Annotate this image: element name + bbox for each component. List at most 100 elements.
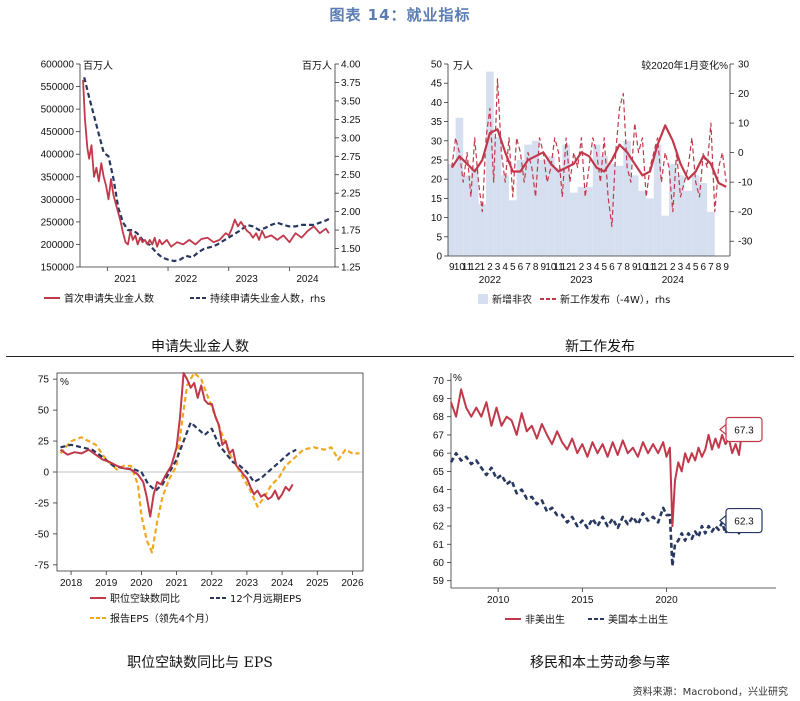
legend-label-reported-eps: 报告EPS（领先4个月）: [110, 612, 215, 625]
y-tick-label: 70: [433, 376, 445, 387]
series-forward-eps: [60, 421, 297, 492]
series-job-postings: [451, 78, 727, 228]
series-native-born: [449, 451, 744, 568]
legend-label-foreign-born: 非美出生: [525, 613, 565, 626]
caption-job-postings: 新工作发布: [565, 339, 635, 355]
bar-new-payrolls: [562, 144, 570, 256]
legend-label-native-born: 美国本土出生: [608, 613, 668, 626]
y-tick-label: 300000: [41, 195, 75, 206]
series-payrolls-smoothed: [450, 124, 727, 188]
y2-tick-label: 1.25: [341, 263, 361, 274]
bar-new-payrolls: [630, 175, 639, 256]
caption-participation-rate: 移民和本土劳动参与率: [530, 655, 670, 671]
bar-new-payrolls: [661, 215, 670, 256]
y-tick-label: 45: [431, 79, 443, 90]
x-tick-label: 7: [525, 262, 531, 273]
bar-new-payrolls: [691, 175, 700, 256]
bar-new-payrolls: [646, 198, 654, 256]
y2-tick-label: 3.25: [341, 115, 361, 126]
x-tick-label: 1: [480, 262, 486, 273]
bar-new-payrolls: [470, 167, 479, 256]
bar-new-payrolls: [608, 163, 616, 256]
y2-tick-label: 2.00: [341, 207, 361, 218]
x-tick-label: 2022: [201, 578, 224, 589]
y-tick-label: 35: [431, 117, 443, 128]
series-reported-eps: [59, 371, 360, 554]
left-unit-label: %: [60, 377, 69, 388]
legend-label-new-payrolls: 新增非农: [492, 293, 532, 306]
bar-new-payrolls: [676, 175, 685, 256]
y-tick-label: 68: [433, 412, 445, 423]
x-tick-label: 9: [449, 262, 455, 273]
bar-new-payrolls: [524, 144, 532, 256]
x-tick-label: 9: [632, 262, 638, 273]
x-tick-label: 2026: [341, 578, 364, 589]
y2-tick-label: 30: [738, 60, 750, 71]
callout-box: [725, 416, 763, 443]
y-tick-label: 150000: [41, 263, 75, 274]
bar-new-payrolls: [539, 160, 548, 256]
bar-new-payrolls: [623, 140, 631, 256]
bar-new-payrolls: [478, 204, 487, 256]
x-tick-label: 6: [701, 262, 707, 273]
y2-tick-label: 3.00: [341, 133, 361, 144]
y2-tick-label: 3.50: [341, 96, 361, 107]
x-tick-label: 2022: [175, 274, 198, 285]
y-tick-label: 59: [433, 576, 445, 587]
y-tick-label: 75: [38, 375, 50, 386]
callout-box: [725, 507, 763, 534]
bar-new-payrolls: [516, 160, 525, 256]
x-tick-label: 2021: [114, 274, 137, 285]
legend-label-initial-claims: 首次申请失业金人数: [64, 292, 154, 305]
y-tick-label: 63: [433, 503, 445, 514]
callout-value: 62.3: [734, 517, 754, 528]
caption-job-openings-eps: 职位空缺数同比与 EPS: [127, 655, 273, 671]
chart-participation-rate: 59 60 61 62 63 64 65 66 67 68 69 70 2010 2015 2020% 67.…: [433, 373, 776, 626]
x-tick-label: 8: [716, 262, 722, 273]
y-tick-label: 10: [431, 213, 443, 224]
x-tick-label: 4: [594, 262, 600, 273]
legend-swatch-new-payrolls: [478, 294, 488, 304]
x-tick-label: 1: [662, 262, 668, 273]
y-tick-label: 66: [433, 449, 445, 460]
bar-new-payrolls: [569, 192, 578, 256]
y2-tick-label: 20: [738, 89, 750, 100]
x-year-label: 2023: [570, 275, 593, 286]
x-tick-label: 10: [454, 262, 466, 273]
y-tick-label: 0: [43, 468, 49, 479]
x-tick-label: 2020: [655, 595, 678, 606]
x-tick-label: 2: [579, 262, 585, 273]
series-initial-claims: [82, 79, 330, 248]
bar-new-payrolls: [699, 183, 708, 256]
x-tick-label: 11: [462, 262, 473, 273]
callout-pointer: [719, 423, 727, 436]
y2-tick-label: 1.75: [341, 226, 361, 237]
chart-initial-claims: 150000 200000 250000 300000 350000 400000 4500…: [41, 60, 361, 306]
y-tick-label: 25: [431, 156, 443, 167]
bar-new-payrolls: [531, 140, 540, 256]
x-tick-label: 12: [652, 262, 664, 273]
chart-job-openings-eps: -75 -50 -25 0 25 50 75 2018 2019 2020 2021 2022 2023…: [35, 371, 364, 625]
x-tick-label: 2020: [130, 578, 153, 589]
x-tick-label: 2024: [271, 578, 294, 589]
y-tick-label: 30: [431, 136, 443, 147]
figure-title: 图表 14：就业指标: [329, 6, 471, 24]
x-tick-label: 3: [586, 262, 592, 273]
x-tick-label: 3: [678, 262, 684, 273]
y-tick-label: -25: [35, 498, 50, 509]
x-tick-label: 2: [487, 262, 493, 273]
y-tick-label: 0: [436, 252, 442, 263]
x-year-label: 2024: [662, 275, 685, 286]
y-tick-label: 50: [431, 60, 443, 71]
bar-new-payrolls: [707, 211, 715, 256]
bar-new-payrolls: [463, 175, 471, 256]
y2-tick-label: 10: [738, 119, 750, 130]
y2-tick-label: -30: [738, 237, 753, 248]
x-tick-label: 6: [609, 262, 615, 273]
right-unit-label: 百万人: [302, 60, 332, 72]
legend-label-job-openings: 职位空缺数同比: [110, 592, 180, 605]
x-tick-label: 11: [553, 262, 564, 273]
bar-new-payrolls: [592, 144, 601, 256]
bar-new-payrolls: [577, 186, 586, 256]
